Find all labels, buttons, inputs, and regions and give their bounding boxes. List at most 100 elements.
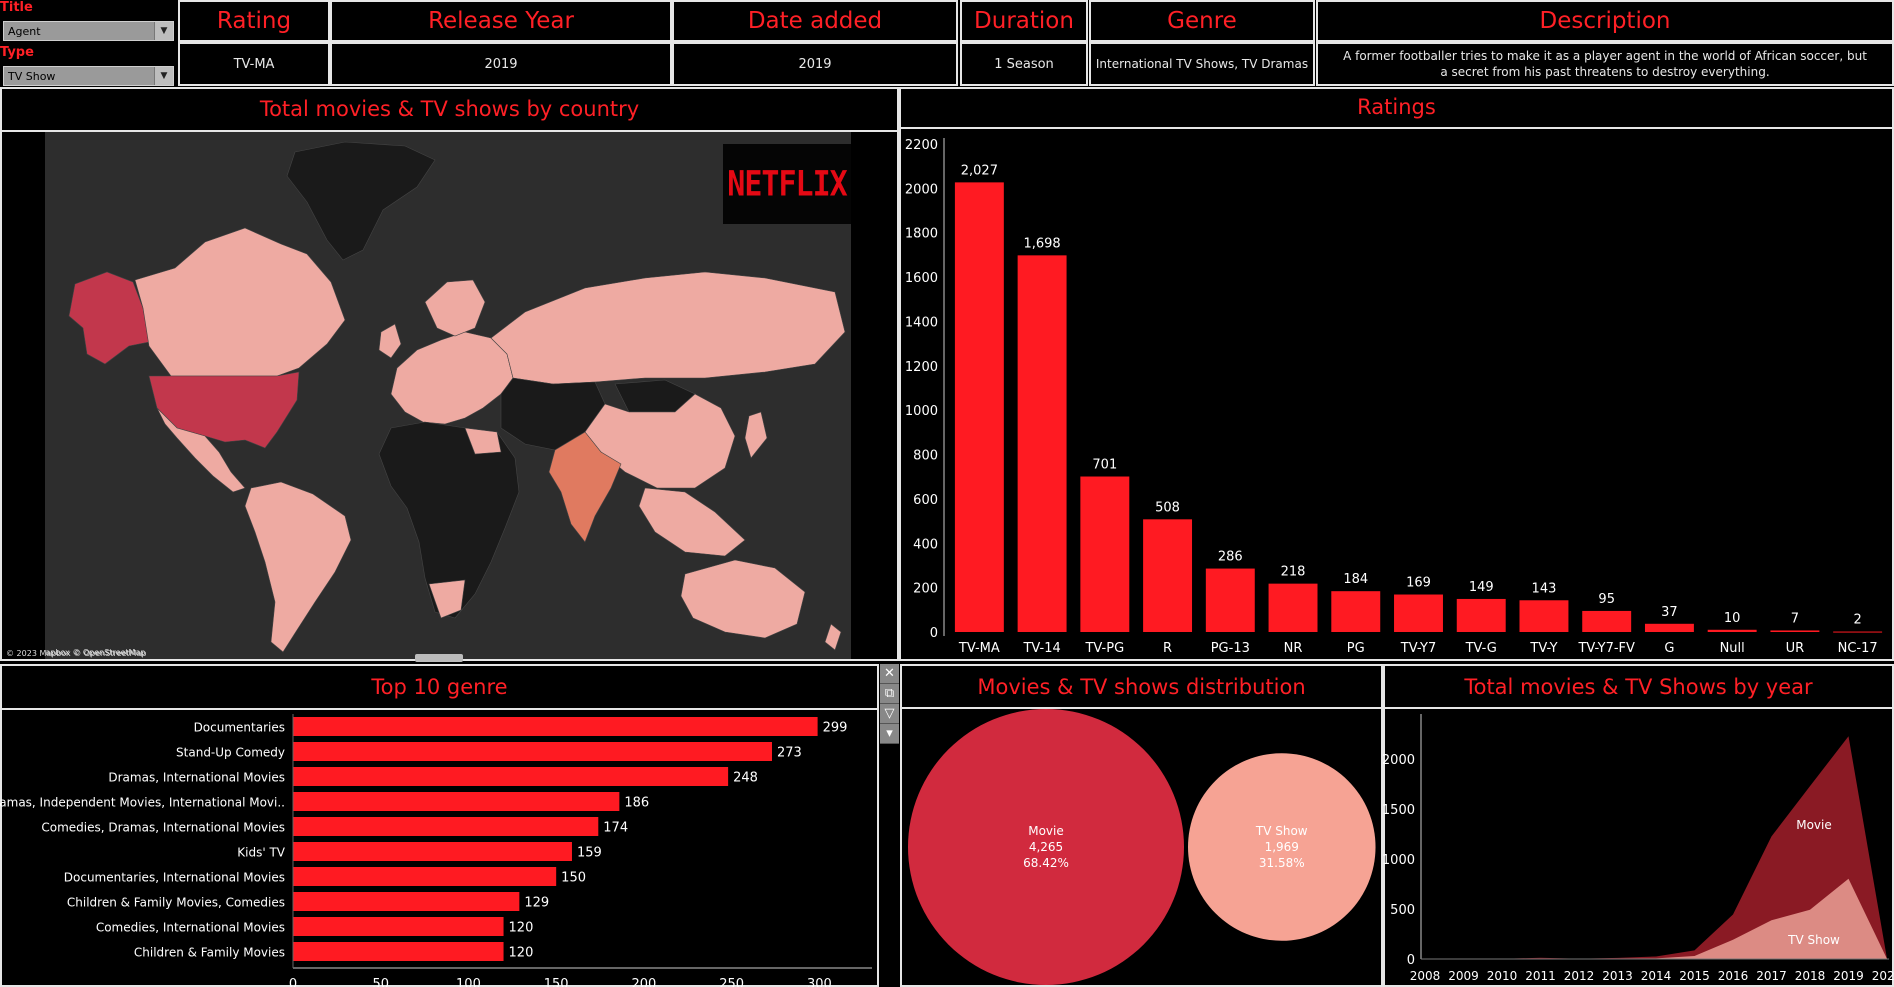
x-tick-label: NC-17 (1838, 641, 1878, 656)
x-tick-label: 2010 (1487, 969, 1518, 983)
x-tick-label: 2011 (1525, 969, 1556, 983)
data-label: 159 (577, 846, 602, 861)
category-label: Kids' TV (237, 846, 286, 860)
series-label: TV Show (1787, 933, 1840, 947)
bar (293, 942, 504, 961)
bubble-percent: 68.42% (1023, 856, 1069, 870)
category-label: Dramas, Independent Movies, Internationa… (0, 796, 285, 810)
bar (1456, 598, 1506, 632)
x-tick-label: TV-PG (1084, 641, 1124, 656)
data-label: 129 (524, 896, 549, 911)
data-label: 143 (1532, 581, 1557, 596)
bar (293, 792, 620, 811)
x-tick-label: R (1163, 641, 1172, 656)
year-chart: 0 500 1000 1500 2000 Movie TV Show 2008 2009 2010… (1383, 714, 1894, 983)
data-label: 120 (509, 921, 534, 936)
resize-handle[interactable] (415, 654, 463, 662)
genre-header: Genre (1089, 0, 1315, 42)
bar (293, 717, 818, 736)
x-tick-label: Null (1720, 641, 1745, 656)
country-australia (680, 559, 806, 639)
more-options-icon[interactable]: ▾ (880, 724, 899, 744)
bar (1080, 476, 1130, 632)
category-label: Dramas, International Movies (108, 771, 285, 785)
x-tick-label: 2017 (1756, 969, 1787, 983)
bar (293, 892, 520, 911)
title-filter-select[interactable]: Agent ▼ (3, 21, 174, 41)
bar (1331, 591, 1381, 632)
data-label: 174 (603, 821, 628, 836)
description-header: Description (1316, 0, 1894, 42)
data-label: 701 (1092, 458, 1117, 473)
map-title: Total movies & TV shows by country (259, 97, 640, 121)
x-tick-label: 2020 (1872, 969, 1894, 983)
world-map-svg (68, 141, 846, 653)
data-label: 218 (1281, 565, 1306, 580)
bar (1519, 600, 1569, 632)
data-label: 286 (1218, 550, 1243, 565)
country-mexico (156, 407, 246, 493)
data-label: 248 (733, 771, 758, 786)
x-tick-label: 0 (289, 977, 297, 987)
type-filter-label: Type (0, 45, 34, 60)
bar (293, 767, 729, 786)
region-se-asia (638, 487, 746, 557)
distribution-chart: Movie 4,265 68.42% TV Show 1,969 31.58% (908, 709, 1376, 985)
data-label: 37 (1661, 605, 1678, 620)
genre-chart: 299 Documentaries 273 Stand-Up Comedy 248 Dra… (0, 714, 872, 987)
x-tick-label: TV-14 (1022, 641, 1060, 656)
close-icon[interactable]: ✕ (880, 664, 899, 684)
bar (293, 917, 504, 936)
genre-title: Top 10 genre (371, 675, 508, 699)
bubble-value: 1,969 (1265, 840, 1299, 854)
y-tick-label: 2200 (905, 138, 938, 153)
filter-icon[interactable]: ▽ (880, 704, 899, 724)
chevron-down-icon[interactable]: ▼ (154, 67, 173, 85)
world-map[interactable]: NETFLIX © 2023 Mapbox © OpenStreetMap (45, 132, 851, 659)
region-scandinavia (424, 279, 486, 337)
bar (1017, 255, 1067, 632)
x-tick-label: 2016 (1718, 969, 1749, 983)
bar (1833, 631, 1883, 633)
ratings-chart: 0 200 400 600 800 1000 1200 1400 1600 1800 2000 220… (905, 138, 1883, 656)
country-canada (134, 227, 346, 377)
data-label: 2,027 (961, 163, 998, 178)
y-tick-label: 500 (1390, 903, 1415, 918)
type-filter-value: TV Show (8, 69, 56, 83)
country-greenland (286, 141, 436, 261)
y-tick-label: 2000 (905, 182, 938, 197)
y-tick-label: 200 (913, 582, 938, 597)
genre-value: International TV Shows, TV Dramas (1089, 42, 1315, 86)
bubble (908, 709, 1184, 985)
title-filter-label: Title (0, 0, 33, 15)
data-label: 508 (1155, 500, 1180, 515)
x-tick-label: NR (1284, 641, 1303, 656)
y-tick-label: 0 (1407, 953, 1415, 968)
category-label: Children & Family Movies, Comedies (67, 896, 285, 910)
chevron-down-icon[interactable]: ▼ (154, 22, 173, 40)
data-label: 1,698 (1023, 236, 1060, 251)
x-tick-label: TV-MA (958, 641, 1000, 656)
x-tick-label: 2009 (1448, 969, 1479, 983)
data-label: 120 (509, 946, 534, 961)
type-filter-select[interactable]: TV Show ▼ (3, 66, 174, 86)
map-attribution-text: © 2023 Mapbox © OpenStreetMap (6, 649, 147, 658)
x-tick-label: 2018 (1795, 969, 1826, 983)
y-tick-label: 1600 (905, 271, 938, 286)
x-tick-label: 200 (631, 977, 656, 987)
data-label: 273 (777, 746, 802, 761)
data-label: 95 (1598, 592, 1615, 607)
date-added-header: Date added (672, 0, 958, 42)
y-tick-label: 1000 (1383, 853, 1415, 868)
x-tick-label: PG-13 (1211, 641, 1250, 656)
x-tick-label: 150 (544, 977, 569, 987)
duration-value: 1 Season (960, 42, 1088, 86)
category-label: Children & Family Movies (134, 946, 285, 960)
release-year-header: Release Year (330, 0, 672, 42)
x-tick-label: 2015 (1679, 969, 1710, 983)
y-tick-label: 1800 (905, 227, 938, 242)
bar (1644, 623, 1694, 632)
country-usa (148, 371, 300, 449)
popout-icon[interactable]: ⧉ (880, 684, 899, 704)
data-label: 169 (1406, 576, 1431, 591)
